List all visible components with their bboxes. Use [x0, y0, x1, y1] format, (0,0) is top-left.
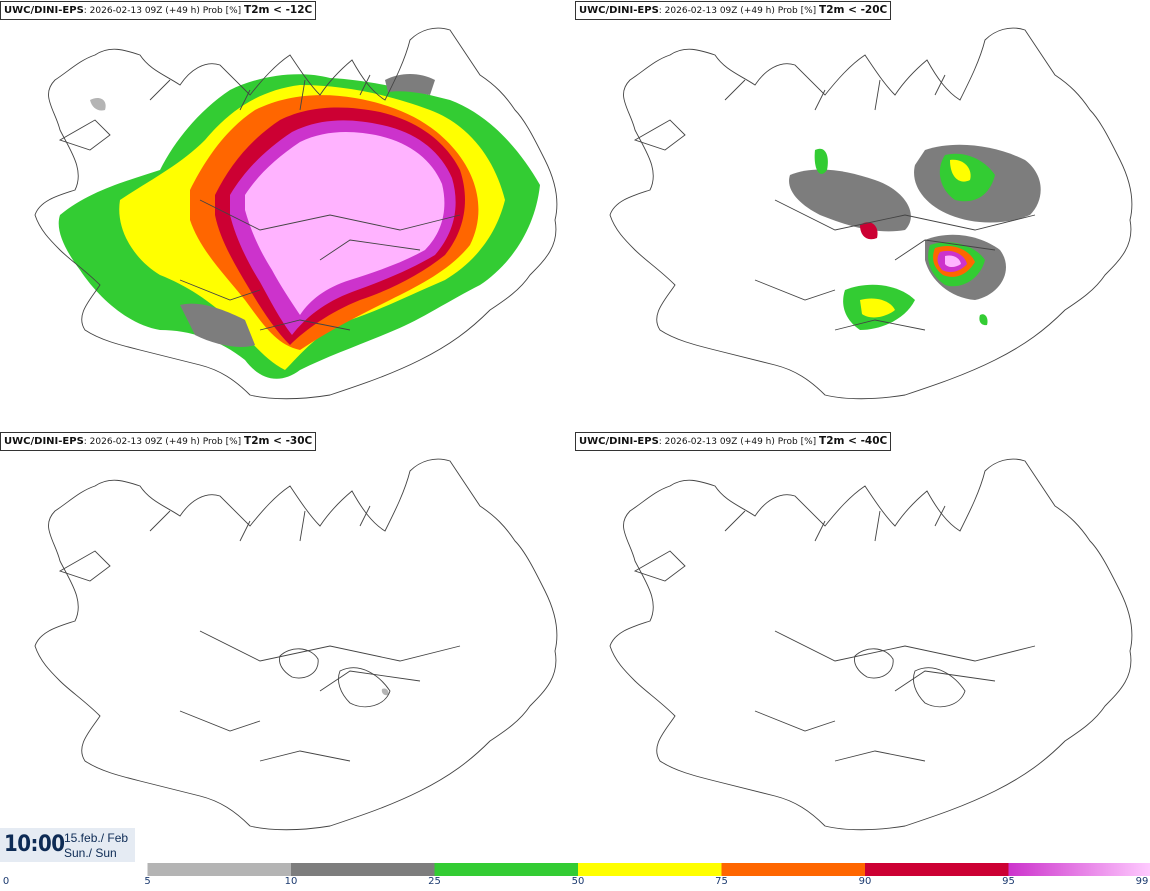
panel-title: UWC/DINI-EPS: 2026-02-13 09Z (+49 h) Pro…: [575, 432, 892, 451]
map-panel-t2m-minus-30: UWC/DINI-EPS: 2026-02-13 09Z (+49 h) Pro…: [0, 431, 575, 861]
legend-tick-label: 50: [571, 876, 585, 887]
color-legend: [0, 862, 1150, 891]
legend-colorbar: [147, 863, 1150, 876]
valid-date: 15.feb./ Feb: [64, 831, 129, 845]
iceland-probability-map: [609, 458, 1133, 831]
iceland-probability-map: [34, 27, 558, 400]
legend-bin: [434, 863, 578, 876]
legend-bin: [865, 863, 1009, 876]
legend-tick-label: 75: [715, 876, 728, 887]
legend-tick-label: 5: [144, 876, 151, 887]
map-panel-t2m-minus-20: UWC/DINI-EPS: 2026-02-13 09Z (+49 h) Pro…: [575, 0, 1150, 430]
legend-bin: [578, 863, 722, 876]
coastline: [34, 458, 558, 831]
panel-title: UWC/DINI-EPS: 2026-02-13 09Z (+49 h) Pro…: [0, 432, 317, 451]
legend-tick-label: 95: [1002, 876, 1015, 887]
probability-shading: [58, 74, 541, 379]
legend-tick-label: 90: [858, 876, 872, 887]
legend-tick-label: 99: [1135, 876, 1149, 887]
valid-day: Sun./ Sun: [64, 846, 117, 860]
legend-bin: [291, 863, 435, 876]
map-panel-t2m-minus-40: UWC/DINI-EPS: 2026-02-13 09Z (+49 h) Pro…: [575, 431, 1150, 861]
panel-title: UWC/DINI-EPS: 2026-02-13 09Z (+49 h) Pro…: [0, 1, 317, 20]
coastline: [609, 458, 1133, 831]
valid-time: 10:00: [4, 832, 65, 857]
map-panel-t2m-minus-12: UWC/DINI-EPS: 2026-02-13 09Z (+49 h) Pro…: [0, 0, 575, 430]
legend-tick-label: 0: [2, 876, 10, 887]
legend-bin: [147, 863, 291, 876]
legend-bin: [721, 863, 865, 876]
valid-time-box: 10:00 15.feb./ Feb Sun./ Sun: [0, 828, 135, 862]
legend-tick-label: 25: [428, 876, 441, 887]
coastline: [609, 27, 1133, 400]
iceland-probability-map: [609, 27, 1133, 400]
panel-title: UWC/DINI-EPS: 2026-02-13 09Z (+49 h) Pro…: [575, 1, 892, 20]
probability-shading: [381, 688, 389, 696]
probability-shading: [789, 144, 1041, 330]
coastline: [34, 27, 558, 400]
legend-bin: [1008, 863, 1150, 876]
iceland-probability-map: [34, 458, 558, 831]
legend-tick-label: 10: [284, 876, 298, 887]
